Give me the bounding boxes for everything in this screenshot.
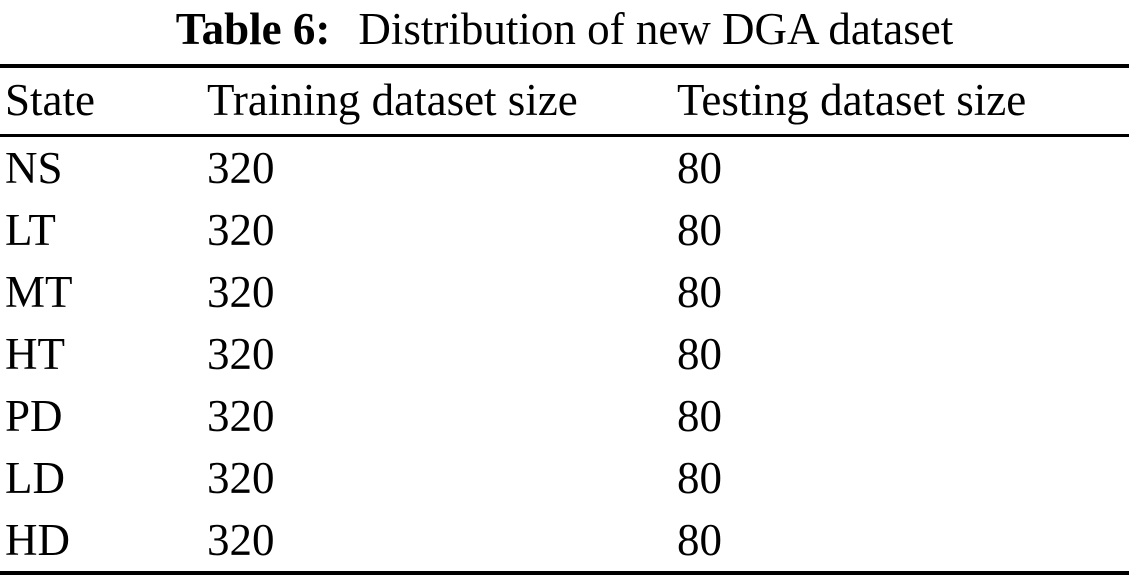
state-cell: LT	[5, 205, 56, 255]
dga-dataset-distribution-table: State Training dataset size Testing data…	[0, 64, 1129, 575]
training-size-cell: 320	[207, 329, 275, 379]
table-caption-number: Table 6:	[175, 4, 331, 54]
state-cell: HT	[5, 329, 65, 379]
testing-size-cell: 80	[677, 205, 722, 255]
testing-size-cell: 80	[677, 391, 722, 441]
testing-size-cell: 80	[677, 267, 722, 317]
training-size-cell: 320	[207, 453, 275, 503]
table-row: HT 320 80	[0, 323, 1129, 385]
state-cell: LD	[5, 453, 65, 503]
table-row: LD 320 80	[0, 447, 1129, 509]
training-size-cell: 320	[207, 143, 275, 193]
state-cell: NS	[5, 143, 63, 193]
testing-size-cell: 80	[677, 515, 722, 565]
table-body: NS 320 80 LT 320 80 MT 320 80 HT 320 80 …	[0, 136, 1129, 574]
table-row: NS 320 80	[0, 136, 1129, 200]
column-header-state: State	[5, 75, 95, 125]
column-header-testing-dataset-size: Testing dataset size	[677, 75, 1027, 125]
table-header-row: State Training dataset size Testing data…	[0, 66, 1129, 136]
training-size-cell: 320	[207, 391, 275, 441]
testing-size-cell: 80	[677, 143, 722, 193]
testing-size-cell: 80	[677, 453, 722, 503]
training-size-cell: 320	[207, 515, 275, 565]
state-cell: MT	[5, 267, 73, 317]
table-row: LT 320 80	[0, 199, 1129, 261]
column-header-training-dataset-size: Training dataset size	[207, 75, 578, 125]
table-header: State Training dataset size Testing data…	[0, 66, 1129, 136]
table-caption-title: Distribution of new DGA dataset	[358, 4, 954, 54]
training-size-cell: 320	[207, 267, 275, 317]
table-row: HD 320 80	[0, 509, 1129, 573]
state-cell: PD	[5, 391, 63, 441]
table-row: PD 320 80	[0, 385, 1129, 447]
state-cell: HD	[5, 515, 70, 565]
table-caption: Table 6: Distribution of new DGA dataset	[0, 0, 1129, 58]
testing-size-cell: 80	[677, 329, 722, 379]
training-size-cell: 320	[207, 205, 275, 255]
table-row: MT 320 80	[0, 261, 1129, 323]
